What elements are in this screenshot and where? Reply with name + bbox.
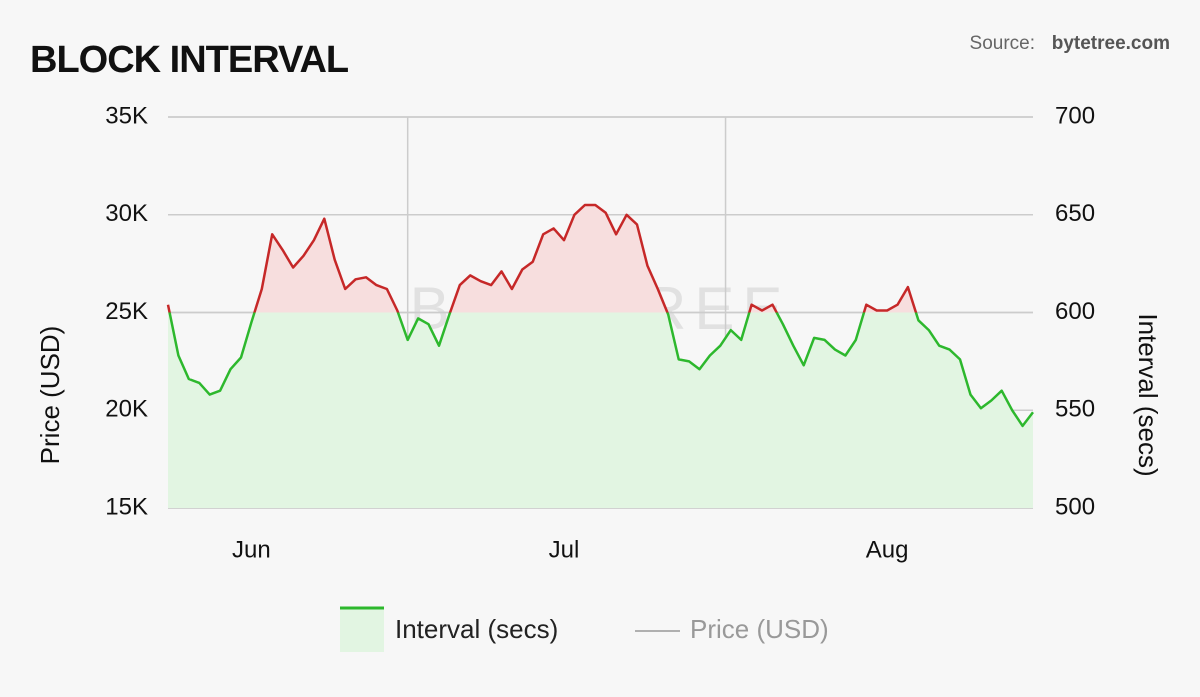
y2-tick-label: 650 bbox=[1055, 200, 1095, 227]
legend-label: Interval (secs) bbox=[395, 614, 558, 644]
y2-tick-label: 700 bbox=[1055, 102, 1095, 129]
y-tick-label: 20K bbox=[105, 396, 148, 423]
y2-axis-label: Interval (secs) bbox=[1133, 313, 1163, 476]
y-tick-label: 35K bbox=[105, 102, 148, 129]
legend-swatch bbox=[340, 607, 384, 652]
y2-tick-label: 550 bbox=[1055, 396, 1095, 423]
y-tick-label: 15K bbox=[105, 493, 148, 520]
y2-tick-label: 500 bbox=[1055, 493, 1095, 520]
chart-title: BLOCK INTERVAL bbox=[30, 39, 349, 81]
legend-label: Price (USD) bbox=[690, 614, 829, 644]
x-tick-label: Jun bbox=[232, 536, 271, 563]
source-label: Source: bbox=[970, 33, 1035, 54]
source: bytetree.com bbox=[1052, 33, 1170, 54]
x-tick-label: Aug bbox=[866, 536, 909, 563]
y2-tick-label: 600 bbox=[1055, 298, 1095, 325]
y-axis-label: Price (USD) bbox=[35, 326, 65, 465]
x-tick-label: Jul bbox=[549, 536, 580, 563]
y-tick-label: 30K bbox=[105, 200, 148, 227]
area bbox=[168, 205, 1033, 508]
line bbox=[166, 203, 1034, 428]
y-tick-label: 25K bbox=[105, 298, 148, 325]
